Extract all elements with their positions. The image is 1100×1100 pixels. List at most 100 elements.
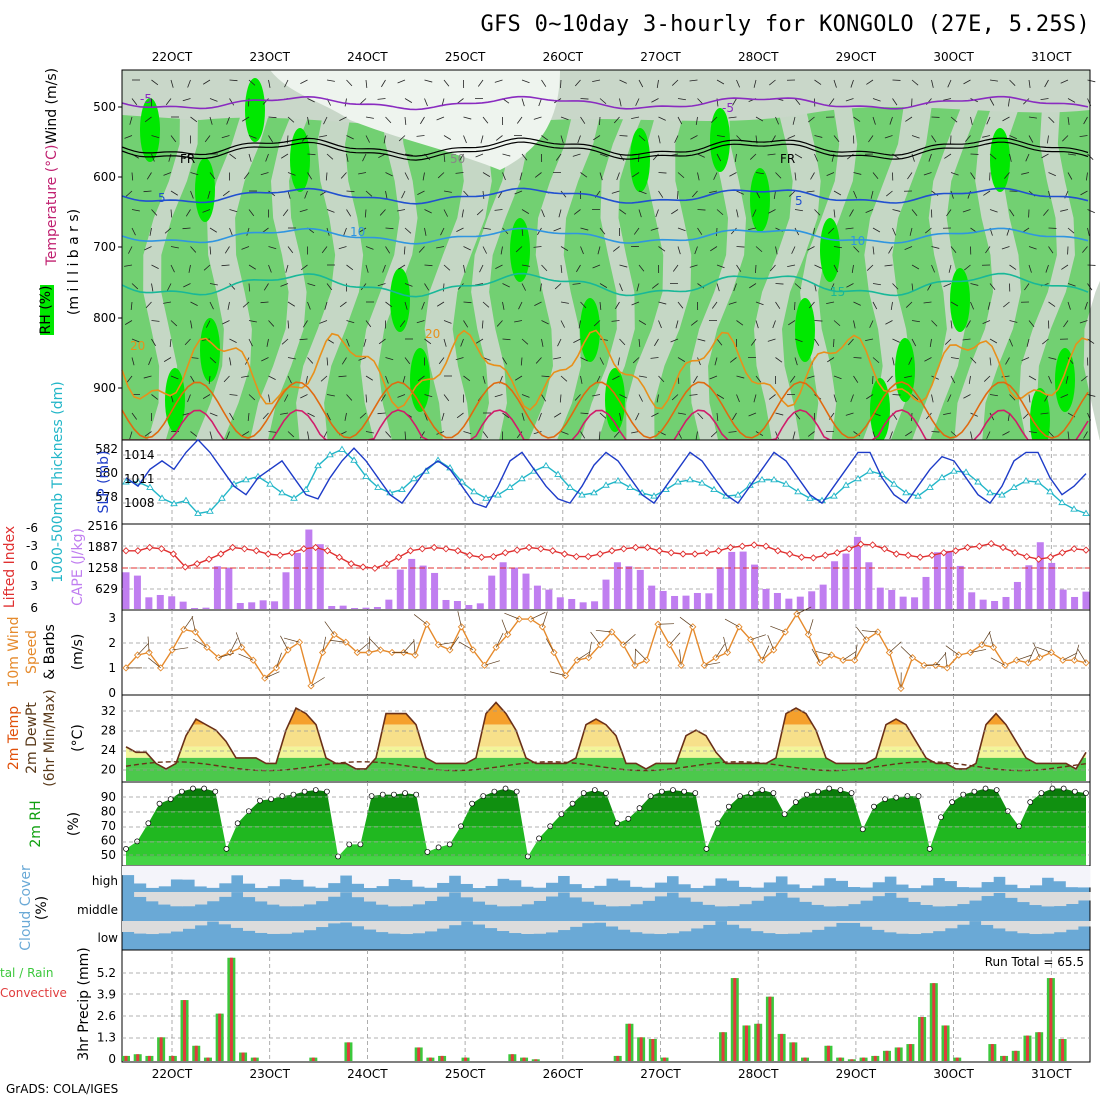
rh-point bbox=[1083, 790, 1089, 796]
cloud-gap bbox=[642, 921, 655, 934]
cloud-gap bbox=[557, 921, 571, 931]
wind-barb bbox=[592, 79, 601, 83]
wind-barb bbox=[651, 98, 659, 103]
wind-barb bbox=[455, 357, 464, 361]
wind-barb bbox=[950, 357, 959, 360]
cloud-gap bbox=[182, 921, 196, 929]
wind-barb bbox=[359, 227, 367, 233]
rh-point bbox=[960, 791, 967, 798]
wind-barb bbox=[307, 283, 316, 287]
contour-label: 5 bbox=[795, 194, 803, 208]
rh-point bbox=[971, 788, 978, 795]
wind-barb bbox=[968, 375, 971, 384]
wind-barb-10m bbox=[767, 634, 775, 651]
wind-barb bbox=[346, 338, 350, 347]
wind-barb bbox=[377, 412, 386, 415]
wind-barb bbox=[533, 431, 542, 435]
cloud-gap bbox=[376, 892, 389, 905]
cloud-gap bbox=[339, 921, 353, 923]
cloud-gap bbox=[690, 892, 704, 902]
wind-barb bbox=[385, 190, 388, 199]
cloud-gap bbox=[981, 921, 994, 925]
cloud-gap bbox=[569, 866, 583, 885]
wind-barb bbox=[248, 209, 255, 217]
wind-barb bbox=[268, 135, 274, 143]
wind-barb bbox=[534, 172, 542, 178]
wind-barb bbox=[404, 357, 411, 365]
thickness-line-point bbox=[542, 461, 550, 469]
cloud-gap bbox=[872, 866, 885, 883]
thickness-line-point bbox=[614, 477, 622, 484]
wind-barb bbox=[226, 431, 230, 440]
wind-barb bbox=[904, 246, 913, 250]
wind-barb bbox=[755, 246, 763, 253]
wind-barb bbox=[1044, 394, 1049, 402]
wind-barb bbox=[284, 394, 289, 402]
wind-barb-10m bbox=[945, 645, 959, 656]
wind-barb bbox=[385, 227, 394, 230]
rh-point bbox=[580, 790, 587, 796]
wind-barb bbox=[1067, 301, 1071, 310]
rh-point bbox=[134, 838, 141, 845]
wind-barb-10m bbox=[276, 652, 282, 669]
wind-barb bbox=[521, 264, 530, 267]
rh-point bbox=[245, 808, 252, 815]
wind-barb bbox=[773, 190, 776, 199]
wind-barb bbox=[827, 357, 835, 363]
rh-point bbox=[536, 835, 542, 842]
lifted-index-line-point bbox=[134, 547, 142, 555]
wind-barb bbox=[541, 338, 544, 347]
wind-barb bbox=[775, 301, 781, 309]
wind-barb bbox=[208, 375, 211, 384]
wind-barb bbox=[1080, 190, 1088, 196]
wind-barb bbox=[482, 375, 486, 384]
wind-barb bbox=[1028, 320, 1035, 327]
cloud-gap bbox=[146, 892, 159, 902]
cape-bar bbox=[602, 579, 610, 609]
cloud-gap bbox=[194, 892, 208, 905]
lifted-index-line-point bbox=[513, 546, 521, 554]
bottom-date-label: 25OCT bbox=[445, 1067, 486, 1081]
wind-barb bbox=[324, 301, 328, 310]
wind-barb bbox=[768, 394, 776, 400]
precip-convective-bar bbox=[1061, 1039, 1065, 1061]
wind-barb bbox=[748, 227, 757, 231]
wind-barb bbox=[165, 98, 172, 106]
bottom-date-label: 30OCT bbox=[933, 1067, 974, 1081]
wind-barb bbox=[612, 246, 620, 252]
wind-barb-10m bbox=[403, 640, 415, 653]
wind-barb bbox=[287, 190, 291, 199]
rh-moist-spot bbox=[795, 298, 815, 362]
cloud-gap bbox=[593, 921, 607, 923]
lifted-index-line-point bbox=[774, 547, 782, 555]
lifted-index-line-point bbox=[726, 543, 735, 552]
wind-barb bbox=[671, 209, 679, 215]
wind-barb bbox=[911, 79, 919, 86]
rh-point bbox=[257, 797, 263, 804]
contour-label: -5 bbox=[140, 92, 152, 106]
wind-barb bbox=[183, 153, 191, 160]
precip-convective-bar bbox=[241, 1052, 245, 1061]
cape-bar bbox=[579, 602, 587, 609]
wind-barb bbox=[1048, 246, 1054, 254]
rh-point bbox=[513, 788, 520, 795]
rh-tick: 70 bbox=[101, 819, 116, 833]
wind-barb bbox=[182, 98, 191, 102]
rh-dry-band bbox=[690, 70, 747, 440]
wind-barb bbox=[385, 357, 394, 361]
wind-barb bbox=[151, 283, 154, 292]
rh-point bbox=[670, 787, 676, 793]
precip-convective-bar bbox=[756, 1023, 760, 1061]
wind-barb bbox=[829, 98, 835, 106]
wind-barb bbox=[521, 394, 530, 398]
wind-barb bbox=[868, 135, 874, 143]
cape-bar bbox=[431, 572, 439, 609]
thickness-line-point bbox=[518, 474, 526, 482]
li-tick: -6 bbox=[26, 521, 38, 535]
wind-barb bbox=[736, 246, 745, 248]
cloud-gap bbox=[460, 866, 474, 884]
rh-point bbox=[893, 794, 900, 801]
rh-point bbox=[848, 790, 855, 796]
cloud-gap bbox=[860, 892, 873, 901]
precip-tick: 2.6 bbox=[97, 1009, 116, 1023]
